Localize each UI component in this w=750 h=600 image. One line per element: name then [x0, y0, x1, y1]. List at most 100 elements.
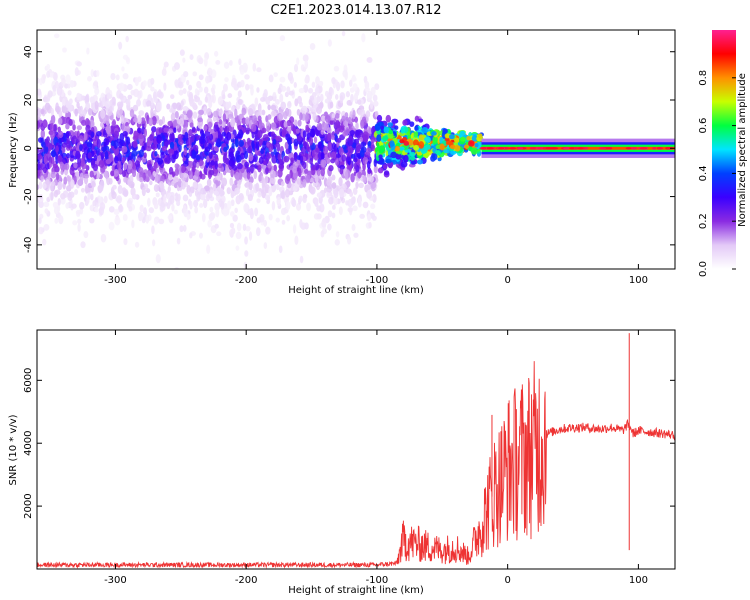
spectrogram-cell — [94, 100, 99, 110]
spectrogram-cell — [183, 71, 189, 78]
spectrogram-cell — [113, 208, 120, 215]
spectrogram-cell — [444, 133, 451, 139]
spectrogram-cell — [300, 146, 307, 154]
spectrogram-cell — [318, 80, 324, 87]
spectrogram-cell — [230, 199, 235, 207]
spectrogram-cell — [306, 202, 311, 212]
spectrogram-cell — [192, 71, 198, 77]
spectrogram-cell — [68, 118, 73, 127]
spectrogram-cell — [286, 101, 292, 109]
spectrogram-cell — [353, 232, 359, 238]
spectrogram-cell — [256, 198, 261, 204]
spectrogram-cell — [134, 241, 140, 248]
spectrogram-cell — [410, 160, 416, 165]
spectrogram-cell — [323, 122, 329, 131]
spectrogram-cell — [153, 202, 159, 210]
spectrogram-cell — [414, 115, 420, 122]
spectrogram-cell — [285, 148, 291, 155]
spectrogram-cell — [280, 85, 287, 92]
spectrogram-cell — [311, 81, 316, 88]
spectrogram-frame — [36, 29, 676, 270]
spectrogram-cell — [255, 182, 260, 192]
spectrogram-cell — [245, 225, 251, 232]
spectrogram-cell — [212, 110, 219, 118]
spectrogram-cell — [339, 168, 344, 175]
spectrogram-cell — [255, 141, 260, 151]
spectrogram-cell — [286, 119, 292, 127]
spectrogram-cell — [293, 64, 299, 73]
spectrogram-cell — [378, 157, 385, 165]
spectrogram-cell — [395, 146, 401, 152]
x-tick-label: -100 — [366, 575, 389, 586]
spectrogram-cell — [50, 181, 56, 187]
spectrogram-cell — [186, 152, 190, 159]
spectrogram-cell — [112, 119, 116, 127]
spectrogram-cell — [320, 128, 325, 135]
spectrogram-cell — [114, 216, 121, 226]
spectrogram-cell — [192, 102, 197, 110]
spectrogram-cell — [339, 95, 344, 104]
spectrogram-cell — [61, 142, 68, 148]
y-tick-label: 40 — [23, 45, 34, 58]
spectrogram-cell — [608, 147, 613, 150]
spectrogram-cell — [87, 108, 93, 116]
spectrogram-cell — [408, 139, 414, 146]
spectrogram-cell — [301, 161, 307, 170]
spectrogram-cell — [97, 102, 102, 108]
spectrogram-cell — [374, 110, 379, 118]
spectrogram-cell — [188, 129, 193, 137]
spectrogram-cell — [347, 156, 351, 162]
spectrogram-cell — [272, 91, 277, 97]
spectrogram-cell — [302, 54, 309, 62]
spectrogram-cell — [172, 102, 178, 110]
spectrogram-cell — [237, 98, 243, 105]
spectrogram-cell — [221, 177, 228, 187]
spectrogram-cell — [280, 101, 287, 110]
spectrogram-cell — [238, 58, 242, 66]
spectrogram-cell — [304, 59, 308, 70]
spectrogram-cell — [222, 153, 227, 164]
spectrogram-cell — [319, 93, 324, 102]
spectrogram-cell — [298, 195, 303, 203]
spectrogram-cell — [275, 135, 282, 141]
spectrogram-cell — [139, 176, 144, 183]
spectrogram-cell — [245, 127, 250, 134]
spectrogram-cell — [599, 147, 607, 150]
spectrogram-cell — [222, 113, 227, 122]
spectrogram-cell — [76, 61, 82, 67]
spectrogram-cell — [57, 197, 61, 206]
spectrogram-cell — [246, 137, 251, 146]
spectrogram-cell — [195, 154, 201, 161]
spectrogram-cell — [182, 57, 186, 63]
spectrogram-cell — [229, 229, 234, 237]
spectrogram-cell — [338, 125, 345, 133]
spectrogram-cell — [43, 224, 50, 231]
spectrogram-cell — [292, 166, 297, 174]
spectrogram-cell — [161, 68, 167, 76]
spectrogram-cell — [296, 108, 301, 116]
spectrogram-cell — [143, 128, 148, 138]
spectrogram-cell — [189, 200, 193, 210]
spectrogram-cell — [347, 145, 353, 153]
spectrogram-cell — [657, 147, 664, 150]
spectrogram-cell — [193, 144, 199, 152]
spectrogram-cell — [170, 112, 176, 122]
spectrogram-cell — [167, 120, 173, 127]
spectrogram-cell — [42, 74, 47, 80]
spectrogram-cell — [142, 80, 147, 87]
spectrogram-cell — [83, 231, 89, 239]
spectrogram-cell — [284, 188, 290, 198]
spectrogram-cell — [174, 267, 180, 269]
spectrogram-cell — [72, 124, 76, 131]
spectrogram-cell — [231, 142, 235, 149]
spectrogram-cell — [248, 181, 253, 191]
spectrogram-cell — [350, 93, 354, 103]
spectrogram-cell — [85, 124, 91, 133]
spectrogram-cell — [226, 200, 232, 210]
spectrogram-x-ticks: -300 -200 -100 0 100 — [104, 30, 648, 286]
spectrogram-cell — [226, 131, 232, 141]
spectrogram-cell — [366, 90, 373, 101]
spectrogram-cell — [329, 119, 336, 125]
spectrogram-cell — [276, 196, 281, 207]
spectrogram-cell — [293, 82, 297, 88]
